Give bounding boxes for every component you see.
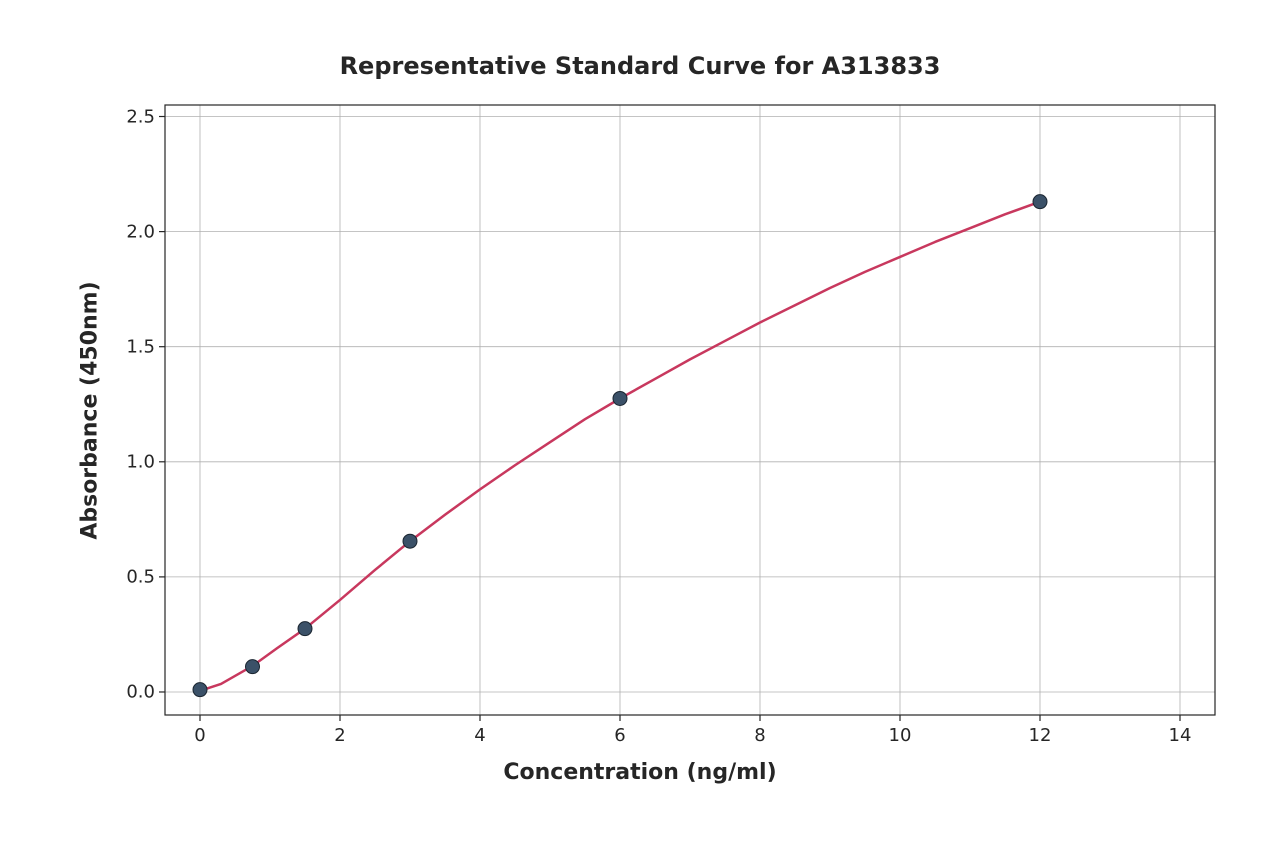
xtick-label: 0 [194, 725, 205, 746]
xtick-label: 8 [754, 725, 765, 746]
chart-container: Representative Standard Curve for A31383… [0, 0, 1280, 845]
grid-group [165, 105, 1215, 715]
xtick-label: 14 [1169, 725, 1192, 746]
xtick-label: 4 [474, 725, 485, 746]
ytick-label: 1.0 [115, 451, 155, 472]
data-marker [1033, 195, 1047, 209]
y-axis-label: Absorbance (450nm) [78, 261, 103, 561]
xtick-label: 12 [1029, 725, 1052, 746]
data-marker [403, 534, 417, 548]
ytick-label: 0.0 [115, 681, 155, 702]
plot-border [165, 105, 1215, 715]
xtick-label: 6 [614, 725, 625, 746]
xtick-label: 2 [334, 725, 345, 746]
chart-title: Representative Standard Curve for A31383… [0, 52, 1280, 80]
data-marker [613, 391, 627, 405]
ytick-label: 2.5 [115, 106, 155, 127]
ytick-label: 2.0 [115, 221, 155, 242]
data-marker [246, 660, 260, 674]
xtick-label: 10 [889, 725, 912, 746]
data-marker [298, 622, 312, 636]
data-marker [193, 683, 207, 697]
chart-svg [0, 0, 1280, 845]
ytick-label: 0.5 [115, 566, 155, 587]
ytick-label: 1.5 [115, 336, 155, 357]
x-axis-label: Concentration (ng/ml) [0, 760, 1280, 785]
